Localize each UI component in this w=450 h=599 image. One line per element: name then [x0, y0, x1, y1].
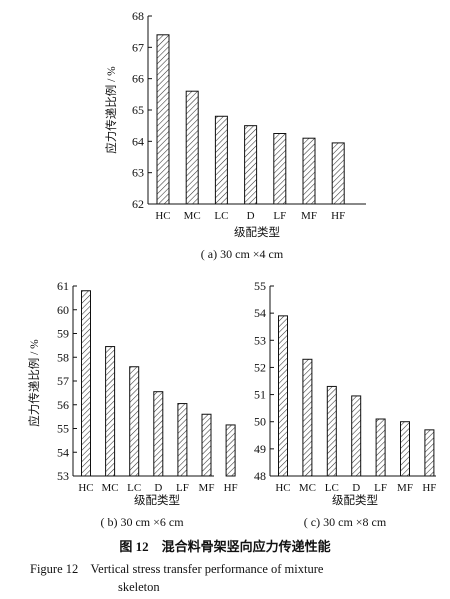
c-bar-HF — [424, 429, 435, 477]
a-bar-MC — [185, 90, 199, 205]
b-category-label: LF — [176, 482, 189, 494]
chart-a-ylabel: 应力传递比例 / % — [104, 66, 118, 154]
a-category-label: HF — [331, 210, 345, 222]
b-category-label: LC — [127, 482, 141, 494]
b-bar-D — [153, 391, 164, 477]
c-category-label: LF — [374, 482, 387, 494]
c-category-label: LC — [325, 482, 339, 494]
c-category-label: HF — [422, 482, 436, 494]
chart-c-categories: HC MC LC D LF MF HF — [275, 482, 436, 494]
chart-b-axes — [72, 286, 214, 477]
b-category-label: HC — [78, 482, 93, 494]
c-bar-LC — [326, 385, 337, 477]
a-bar-MF — [302, 137, 316, 205]
c-bar-MC — [302, 358, 313, 477]
a-ytick-label: 64 — [132, 134, 144, 148]
chart-b-bars — [81, 290, 236, 477]
chart-c-caption: ( c) 30 cm ×8 cm — [304, 515, 387, 529]
chart-a-caption: ( a) 30 cm ×4 cm — [201, 247, 284, 261]
c-ytick-label: 50 — [254, 415, 266, 429]
a-ytick-label: 63 — [132, 166, 144, 180]
chart-c-ticks: 48 49 50 51 52 53 54 55 — [254, 279, 274, 483]
a-ytick-label: 65 — [132, 103, 144, 117]
chart-b-xlabel: 级配类型 — [134, 493, 180, 507]
b-bar-LF — [177, 403, 188, 477]
chart-b-ylabel: 应力传递比例 / % — [27, 339, 41, 427]
b-bar-MF — [201, 413, 212, 477]
b-ytick-label: 56 — [57, 398, 69, 412]
a-category-label: HC — [155, 210, 170, 222]
chart-a-xlabel: 级配类型 — [234, 225, 280, 239]
a-category-label: MF — [301, 210, 317, 222]
b-ytick-label: 54 — [57, 445, 69, 459]
figure-title-en-line2: skeleton — [118, 580, 160, 594]
c-category-label: MC — [299, 482, 316, 494]
b-bar-HC — [81, 290, 91, 477]
a-ytick-label: 68 — [132, 9, 144, 23]
a-ytick-label: 67 — [132, 40, 144, 54]
a-category-label: LF — [273, 210, 286, 222]
chart-c-xlabel: 级配类型 — [332, 493, 378, 507]
chart-c-bars — [278, 315, 435, 477]
a-bar-D — [244, 125, 258, 205]
b-bar-LC — [129, 366, 140, 477]
b-category-label: HF — [224, 482, 238, 494]
c-bar-LF — [375, 418, 386, 477]
c-ytick-label: 49 — [254, 442, 266, 456]
chart-b-caption: ( b) 30 cm ×6 cm — [100, 515, 184, 529]
b-ytick-label: 61 — [57, 279, 69, 293]
b-bar-HF — [225, 424, 236, 477]
figure-title-en-line1: Figure 12 Vertical stress transfer perfo… — [30, 562, 324, 576]
chart-b-categories: HC MC LC D LF MF HF — [78, 482, 237, 494]
b-ytick-label: 58 — [57, 350, 69, 364]
a-ytick-label: 66 — [132, 72, 144, 86]
b-ytick-label: 53 — [57, 469, 69, 483]
c-ytick-label: 48 — [254, 469, 266, 483]
c-category-label: D — [352, 482, 360, 494]
c-ytick-label: 51 — [254, 388, 266, 402]
chart-c: 48 49 50 51 52 53 54 55 HC MC LC D LF MF HF 级配类型 ( c)… — [254, 279, 436, 529]
b-category-label: MF — [199, 482, 215, 494]
chart-b: 53 54 55 56 57 58 59 60 61 HC MC LC D LF MF HF 应力传递比例 … — [27, 279, 238, 529]
c-bar-MF — [400, 421, 410, 477]
c-ytick-label: 54 — [254, 306, 266, 320]
a-bar-LF — [273, 133, 287, 205]
chart-a-bars — [156, 34, 345, 205]
b-category-label: MC — [102, 482, 119, 494]
a-category-label: D — [247, 210, 255, 222]
a-category-label: MC — [184, 210, 201, 222]
a-bar-LC — [214, 115, 228, 205]
chart-a-ticks: 62 63 64 65 66 67 68 — [132, 9, 152, 211]
chart-b-ticks: 53 54 55 56 57 58 59 60 61 — [57, 279, 77, 483]
b-category-label: D — [154, 482, 162, 494]
figure-title-cn: 图 12 混合料骨架竖向应力传递性能 — [119, 539, 330, 554]
c-ytick-label: 52 — [254, 360, 266, 374]
c-category-label: HC — [275, 482, 290, 494]
a-bar-HF — [331, 142, 345, 205]
b-ytick-label: 55 — [57, 422, 69, 436]
c-ytick-label: 53 — [254, 333, 266, 347]
b-ytick-label: 60 — [57, 303, 69, 317]
c-category-label: MF — [397, 482, 413, 494]
a-category-label: LC — [214, 210, 228, 222]
b-ytick-label: 57 — [57, 374, 69, 388]
chart-a-categories: HC MC LC D LF MF HF — [155, 210, 345, 222]
b-ytick-label: 59 — [57, 327, 69, 341]
a-bar-HC — [156, 34, 170, 205]
c-bar-HC — [278, 315, 288, 477]
c-bar-D — [351, 395, 362, 477]
c-ytick-label: 55 — [254, 279, 266, 293]
a-ytick-label: 62 — [132, 197, 144, 211]
b-bar-MC — [105, 346, 116, 477]
